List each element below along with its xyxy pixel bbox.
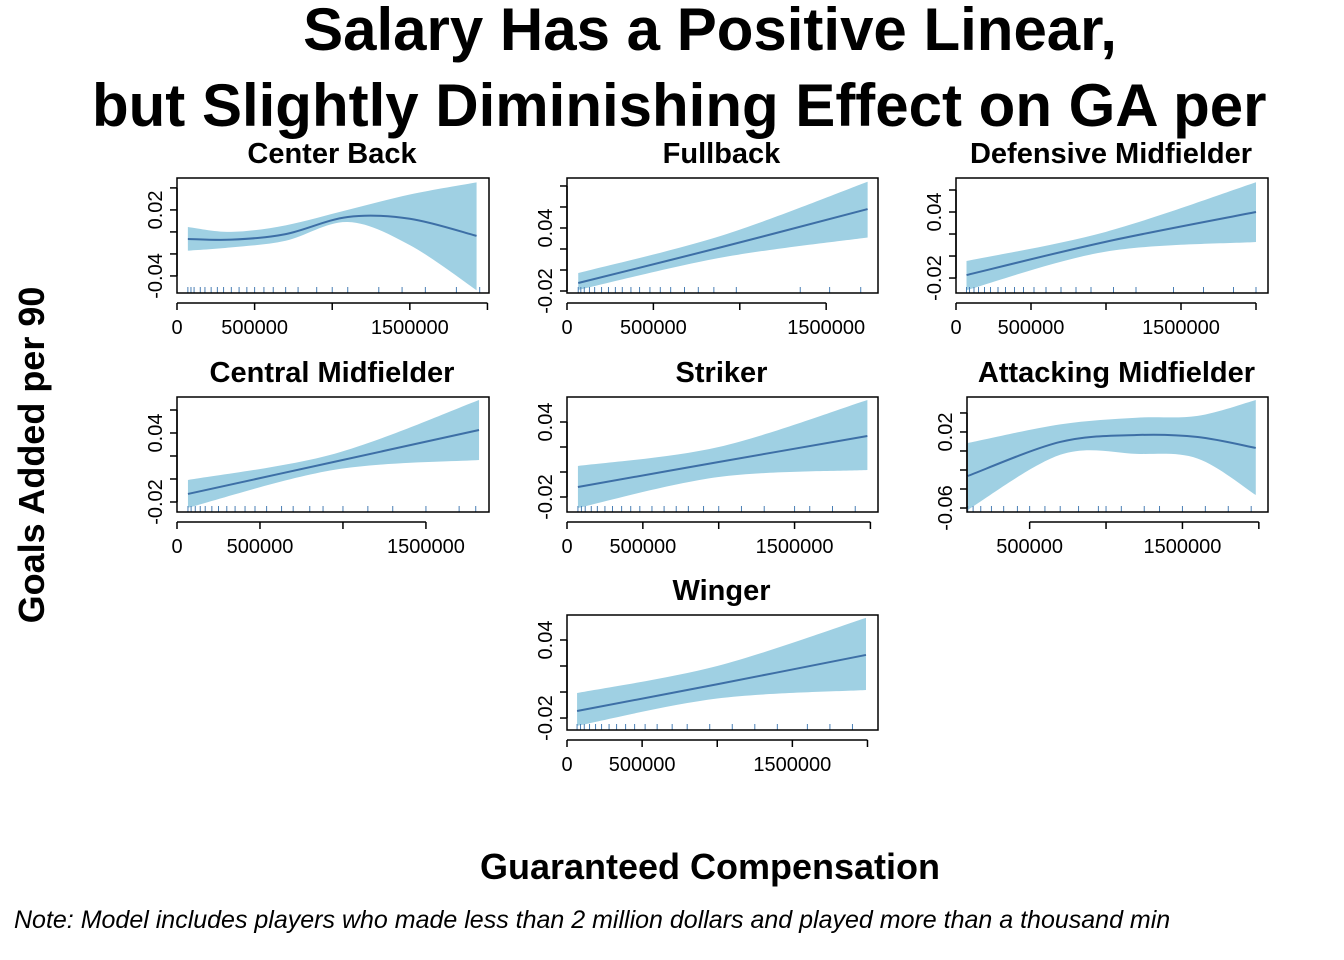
panel-title: Center Back: [247, 138, 417, 170]
x-tick-label: 0: [561, 754, 572, 776]
confidence-band: [967, 399, 1256, 510]
plot-area: [966, 182, 1257, 293]
x-axis-title: Guaranteed Compensation: [480, 846, 940, 887]
confidence-band: [966, 182, 1256, 291]
y-tick-label: 0.02: [145, 190, 167, 229]
x-tick-label: 1500000: [756, 536, 834, 558]
panel: Attacking Midfielder 500000 1500000 -0.06 0.…: [935, 357, 1269, 558]
panel-title: Attacking Midfielder: [978, 357, 1255, 389]
fit-line: [187, 429, 480, 495]
x-tick-label: 500000: [609, 754, 676, 776]
x-tick-label: 500000: [998, 317, 1065, 339]
x-tick-label: 1500000: [387, 536, 465, 558]
note: Note: Model includes players who made le…: [14, 906, 1170, 934]
panel: Center Back 0 500000 1500000 -0.04 0.02: [145, 138, 490, 339]
fit-line: [576, 653, 867, 712]
panel-title: Winger: [672, 575, 770, 607]
x-tick-label: 500000: [221, 317, 288, 339]
confidence-band: [187, 182, 477, 291]
x-tick-label: 0: [561, 317, 572, 339]
x-tick-label: 500000: [609, 536, 676, 558]
x-tick-label: 0: [950, 317, 961, 339]
y-tick-label: -0.06: [935, 485, 957, 531]
y-tick-label: -0.02: [924, 255, 946, 301]
plot-area: [577, 400, 868, 512]
y-axis-title: Goals Added per 90: [11, 287, 52, 624]
fit-line: [187, 214, 477, 241]
x-tick-label: 0: [561, 536, 572, 558]
panel: Central Midfielder 0 500000 1500000 -0.02 0.0…: [145, 357, 490, 558]
x-tick-label: 500000: [996, 536, 1063, 558]
x-tick-label: 1500000: [1142, 317, 1220, 339]
fit-line: [577, 435, 868, 488]
y-tick-label: 0.04: [145, 414, 167, 453]
y-tick-label: 0.04: [535, 621, 557, 660]
y-tick-label: -0.04: [145, 253, 167, 299]
panel: Defensive Midfielder 0 500000 1500000 -0.02 0…: [924, 138, 1269, 339]
plot-area: [967, 399, 1256, 512]
plot-area: [577, 181, 868, 293]
panel-title: Striker: [676, 357, 768, 389]
y-tick-label: -0.02: [535, 695, 557, 741]
panel: Striker 0 500000 1500000 -0.02 0.04: [535, 357, 879, 558]
panel-title: Defensive Midfielder: [970, 138, 1252, 170]
x-tick-label: 500000: [620, 317, 687, 339]
y-tick-label: -0.02: [535, 474, 557, 520]
x-tick-label: 1500000: [371, 317, 449, 339]
fit-line: [577, 208, 868, 284]
x-tick-label: 0: [171, 317, 182, 339]
y-tick-label: 0.04: [535, 209, 557, 248]
plot-area: [187, 182, 481, 293]
confidence-band: [578, 181, 868, 290]
y-tick-label: 0.04: [924, 193, 946, 232]
chart-title: Salary Has a Positive Linear,: [303, 0, 1117, 63]
y-tick-label: 0.02: [935, 413, 957, 452]
confidence-band: [187, 399, 480, 508]
x-tick-label: 500000: [227, 536, 294, 558]
plot-area: [576, 617, 867, 730]
plot-area: [187, 399, 480, 512]
y-tick-label: -0.02: [145, 479, 167, 525]
x-tick-label: 1500000: [1143, 536, 1221, 558]
chart-title: but Slightly Diminishing Effect on GA pe…: [92, 72, 1266, 139]
x-tick-label: 1500000: [753, 754, 831, 776]
confidence-band: [577, 617, 866, 726]
panel-title: Fullback: [663, 138, 782, 170]
fit-line: [966, 211, 1257, 277]
panel-title: Central Midfielder: [210, 357, 455, 389]
x-tick-label: 1500000: [787, 317, 865, 339]
y-tick-label: 0.04: [535, 403, 557, 442]
x-tick-label: 0: [171, 536, 182, 558]
fit-line: [967, 433, 1256, 477]
confidence-band: [577, 400, 868, 508]
panel: Winger 0 500000 1500000 -0.02 0.04: [535, 575, 879, 776]
y-tick-label: -0.02: [535, 268, 557, 314]
panel: Fullback 0 500000 1500000 -0.02 0.04: [535, 138, 879, 339]
